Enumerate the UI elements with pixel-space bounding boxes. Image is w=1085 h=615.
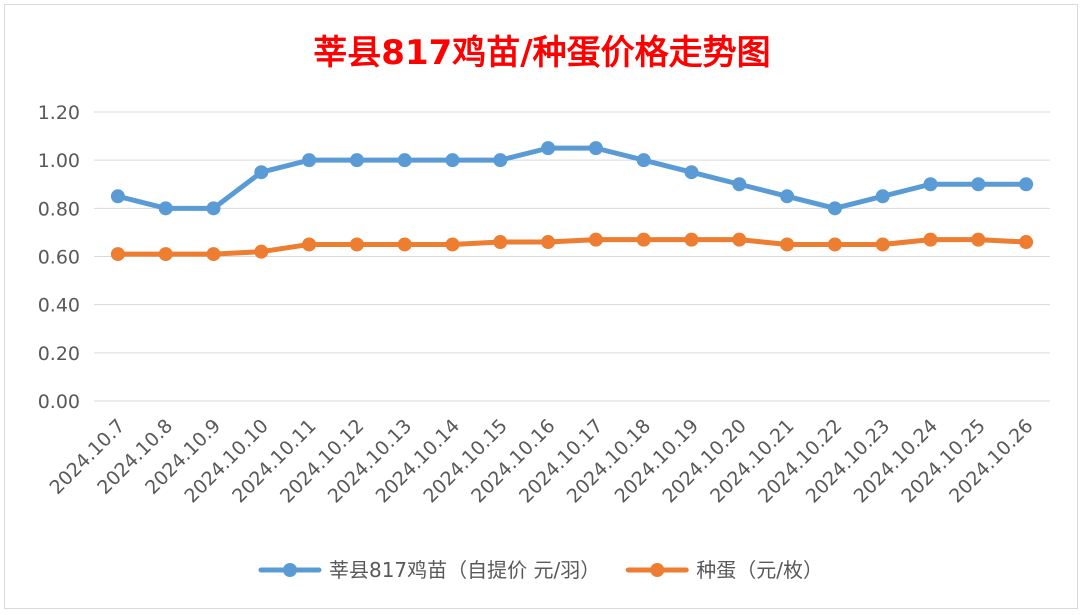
data-point bbox=[206, 201, 221, 216]
chart-area: 莘县817鸡苗/种蛋价格走势图 0.00 0.20 0.40 0.60 0.80 1.00… bbox=[4, 4, 1078, 609]
data-point bbox=[541, 235, 556, 250]
data-point bbox=[923, 177, 938, 192]
data-point bbox=[971, 177, 986, 192]
data-point bbox=[588, 232, 603, 247]
series-0 bbox=[110, 141, 1034, 216]
x-axis-tick-labels: 2024.10.72024.10.82024.10.92024.10.10202… bbox=[45, 415, 1037, 507]
data-point bbox=[971, 232, 986, 247]
data-point bbox=[349, 153, 364, 168]
data-point bbox=[732, 177, 747, 192]
chart-title: 莘县817鸡苗/种蛋价格走势图 bbox=[313, 33, 770, 73]
line-chart: 莘县817鸡苗/种蛋价格走势图 0.00 0.20 0.40 0.60 0.80 1.00… bbox=[38, 33, 1050, 582]
data-point bbox=[732, 232, 747, 247]
data-point bbox=[302, 237, 317, 252]
data-point bbox=[1019, 177, 1034, 192]
data-point bbox=[397, 237, 412, 252]
data-point bbox=[302, 153, 317, 168]
data-point bbox=[349, 237, 364, 252]
data-point bbox=[206, 247, 221, 262]
y-tick-label: 0.20 bbox=[38, 343, 80, 365]
data-point bbox=[923, 232, 938, 247]
y-tick-label: 0.40 bbox=[38, 295, 80, 317]
data-point bbox=[254, 244, 269, 259]
y-tick-label: 0.00 bbox=[38, 391, 80, 413]
data-point bbox=[684, 165, 699, 180]
series-line bbox=[115, 145, 1029, 211]
data-point bbox=[110, 247, 125, 262]
legend-item-1: 种蛋（元/枚） bbox=[625, 558, 823, 582]
gridlines bbox=[94, 111, 1050, 402]
legend-marker bbox=[282, 563, 297, 577]
y-tick-label: 0.80 bbox=[38, 198, 80, 220]
data-point bbox=[636, 153, 651, 168]
data-point bbox=[397, 153, 412, 168]
data-point bbox=[110, 189, 125, 204]
data-point bbox=[254, 165, 269, 180]
data-point bbox=[827, 201, 842, 216]
legend-label: 种蛋（元/枚） bbox=[696, 558, 823, 582]
data-point bbox=[158, 201, 173, 216]
legend-marker bbox=[650, 563, 665, 577]
data-point bbox=[875, 189, 890, 204]
data-point bbox=[493, 153, 508, 168]
data-point bbox=[445, 237, 460, 252]
data-point bbox=[445, 153, 460, 168]
series-line bbox=[115, 237, 1029, 257]
series-lines bbox=[110, 141, 1034, 262]
data-point bbox=[158, 247, 173, 262]
data-point bbox=[780, 189, 795, 204]
data-point bbox=[875, 237, 890, 252]
data-point bbox=[541, 141, 556, 156]
y-tick-label: 1.00 bbox=[38, 150, 80, 172]
data-point bbox=[684, 232, 699, 247]
data-point bbox=[636, 232, 651, 247]
data-point bbox=[827, 237, 842, 252]
legend: 莘县817鸡苗（自提价 元/羽） 种蛋（元/枚） bbox=[258, 558, 823, 582]
data-point bbox=[493, 235, 508, 250]
data-point bbox=[588, 141, 603, 156]
legend-item-0: 莘县817鸡苗（自提价 元/羽） bbox=[258, 558, 600, 582]
y-tick-label: 0.60 bbox=[38, 247, 80, 269]
data-point bbox=[780, 237, 795, 252]
legend-label: 莘县817鸡苗（自提价 元/羽） bbox=[329, 558, 600, 582]
series-1 bbox=[110, 232, 1034, 262]
data-point bbox=[1019, 235, 1034, 250]
y-tick-label: 1.20 bbox=[38, 102, 80, 124]
y-axis-tick-labels: 0.00 0.20 0.40 0.60 0.80 1.00 1.20 bbox=[38, 102, 80, 413]
